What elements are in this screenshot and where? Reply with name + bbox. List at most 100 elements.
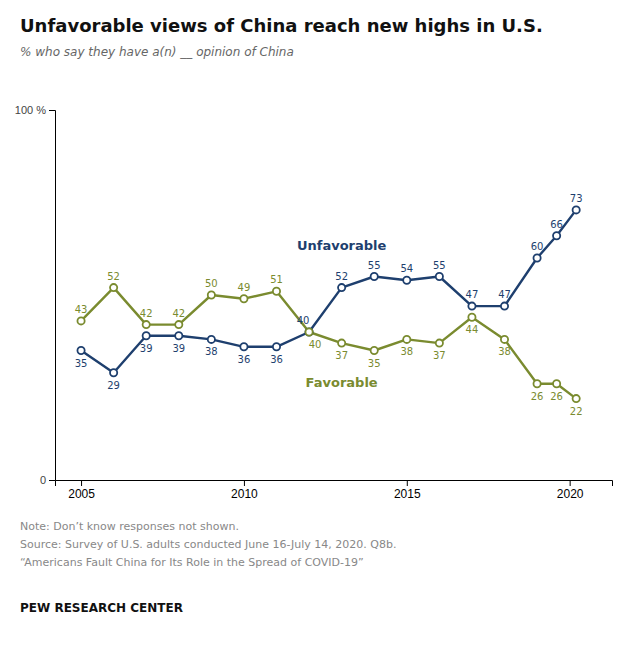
data-label: 35	[75, 358, 88, 369]
data-point	[305, 328, 312, 335]
data-label: 55	[368, 260, 381, 271]
data-point	[468, 314, 475, 321]
y-axis-line	[49, 111, 56, 481]
series-line	[81, 210, 576, 373]
data-point	[77, 347, 84, 354]
x-tick: 2005	[68, 480, 95, 501]
x-tick: 2020	[557, 480, 584, 501]
series-label: Favorable	[306, 375, 378, 390]
data-label: 22	[570, 406, 583, 417]
data-point	[208, 291, 215, 298]
x-tick-mark	[570, 480, 571, 486]
data-point	[573, 206, 580, 213]
data-point	[338, 284, 345, 291]
data-label: 43	[75, 304, 88, 315]
data-point	[273, 288, 280, 295]
data-point	[501, 336, 508, 343]
data-point	[110, 369, 117, 376]
data-point	[143, 332, 150, 339]
data-label: 36	[270, 354, 283, 365]
series-label: Unfavorable	[297, 238, 387, 253]
data-label: 40	[309, 339, 322, 350]
data-point	[240, 343, 247, 350]
data-label: 54	[400, 263, 413, 274]
data-point	[338, 340, 345, 347]
x-tick-mark	[244, 480, 245, 486]
y-axis: 0 100 %	[15, 104, 56, 486]
x-axis: 2005 2010 2015 2020	[56, 480, 613, 501]
data-point	[553, 380, 560, 387]
data-label: 38	[498, 346, 511, 357]
footer: PEW RESEARCH CENTER	[20, 601, 183, 615]
data-labels: 35 29 39 39 38 36 36 40 52 55 54 55 47 47 60 66 73 43 52 42…	[75, 193, 583, 417]
x-tick: 2010	[231, 480, 258, 501]
data-label: 40	[297, 315, 310, 326]
data-point	[371, 347, 378, 354]
data-point	[573, 395, 580, 402]
chart: Unfavorable views of China reach new hig…	[0, 0, 640, 660]
data-label: 49	[238, 282, 251, 293]
data-point	[436, 273, 443, 280]
x-axis-line	[56, 481, 613, 487]
y-tick-mark	[49, 110, 55, 111]
y-tick: 100 %	[15, 104, 55, 116]
data-label: 36	[238, 354, 251, 365]
data-label: 37	[433, 350, 446, 361]
data-point	[553, 232, 560, 239]
y-tick-label: 0	[40, 474, 46, 486]
x-tick-label: 2010	[231, 487, 258, 501]
data-point	[403, 336, 410, 343]
note: Source: Survey of U.S. adults conducted …	[20, 538, 396, 551]
data-point	[371, 273, 378, 280]
data-point	[436, 340, 443, 347]
y-tick-label: 100 %	[15, 104, 46, 116]
data-point	[240, 295, 247, 302]
data-label: 47	[498, 289, 511, 300]
data-point	[468, 303, 475, 310]
x-tick-label: 2015	[394, 487, 421, 501]
notes: Note: Don’t know responses not shown. Sou…	[20, 520, 396, 569]
data-label: 52	[107, 271, 120, 282]
data-point	[533, 380, 540, 387]
y-tick: 0	[40, 474, 55, 486]
data-label: 66	[550, 219, 563, 230]
data-point	[175, 332, 182, 339]
data-point	[175, 321, 182, 328]
data-label: 29	[107, 380, 120, 391]
data-point	[305, 328, 312, 335]
data-label: 60	[531, 241, 544, 252]
data-label: 26	[550, 391, 563, 402]
data-point	[403, 277, 410, 284]
data-point	[273, 343, 280, 350]
data-label: 50	[205, 278, 218, 289]
data-point	[501, 303, 508, 310]
note: Note: Don’t know responses not shown.	[20, 520, 239, 533]
data-point	[110, 284, 117, 291]
data-point	[77, 317, 84, 324]
title: Unfavorable views of China reach new hig…	[20, 15, 543, 36]
data-label: 73	[570, 193, 583, 204]
data-label: 39	[172, 343, 185, 354]
data-label: 35	[368, 358, 381, 369]
note: “Americans Fault China for Its Role in t…	[20, 556, 364, 569]
y-tick-mark	[49, 480, 55, 481]
data-label: 51	[270, 274, 283, 285]
subtitle: % who say they have a(n) __ opinion of C…	[20, 45, 294, 59]
series-labels: Unfavorable Favorable	[297, 238, 387, 391]
data-point	[143, 321, 150, 328]
data-label: 38	[205, 346, 218, 357]
series-line	[81, 288, 576, 399]
data-label: 44	[466, 324, 479, 335]
data-label: 39	[140, 343, 153, 354]
data-label: 42	[172, 308, 185, 319]
data-label: 55	[433, 260, 446, 271]
data-label: 37	[335, 350, 348, 361]
data-label: 52	[335, 271, 348, 282]
x-tick-mark	[407, 480, 408, 486]
x-tick: 2015	[394, 480, 421, 501]
data-label: 47	[466, 289, 479, 300]
data-label: 26	[531, 391, 544, 402]
x-tick-label: 2020	[557, 487, 584, 501]
data-point	[208, 336, 215, 343]
data-point	[533, 254, 540, 261]
